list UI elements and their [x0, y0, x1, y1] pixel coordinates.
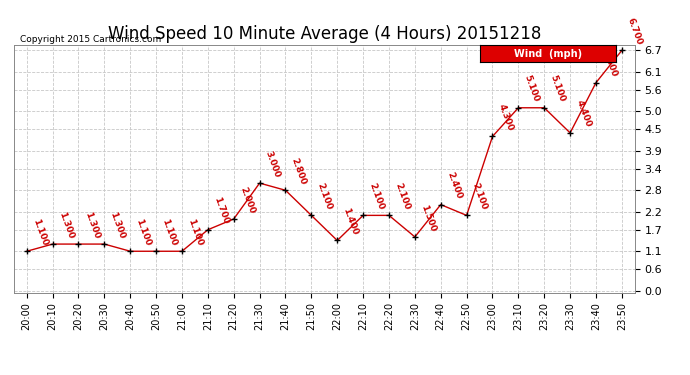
Text: 2.800: 2.800 [290, 157, 308, 186]
Text: 1.100: 1.100 [31, 217, 49, 247]
Text: 1.400: 1.400 [342, 207, 359, 236]
Text: 1.300: 1.300 [57, 210, 75, 240]
Text: 2.100: 2.100 [471, 182, 489, 211]
Title: Wind Speed 10 Minute Average (4 Hours) 20151218: Wind Speed 10 Minute Average (4 Hours) 2… [108, 26, 541, 44]
Text: 1.300: 1.300 [83, 210, 101, 240]
Text: 1.300: 1.300 [108, 210, 126, 240]
Text: 1.100: 1.100 [186, 217, 204, 247]
Text: 2.100: 2.100 [315, 182, 333, 211]
Text: 4.400: 4.400 [574, 99, 593, 129]
Text: 2.400: 2.400 [445, 171, 463, 201]
Text: 5.800: 5.800 [600, 49, 618, 78]
Text: 5.100: 5.100 [522, 74, 540, 104]
Text: 4.300: 4.300 [497, 103, 515, 132]
Text: Copyright 2015 Cartronics.com: Copyright 2015 Cartronics.com [20, 35, 161, 44]
Text: 6.700: 6.700 [626, 16, 644, 46]
Text: 1.100: 1.100 [135, 217, 152, 247]
Text: 2.100: 2.100 [393, 182, 411, 211]
Text: 5.100: 5.100 [549, 74, 566, 104]
Text: 2.000: 2.000 [238, 185, 256, 215]
Text: 1.100: 1.100 [160, 217, 178, 247]
Text: 1.500: 1.500 [419, 203, 437, 233]
Text: 2.100: 2.100 [367, 182, 385, 211]
Text: 1.700: 1.700 [212, 196, 230, 225]
Text: 3.000: 3.000 [264, 150, 282, 179]
